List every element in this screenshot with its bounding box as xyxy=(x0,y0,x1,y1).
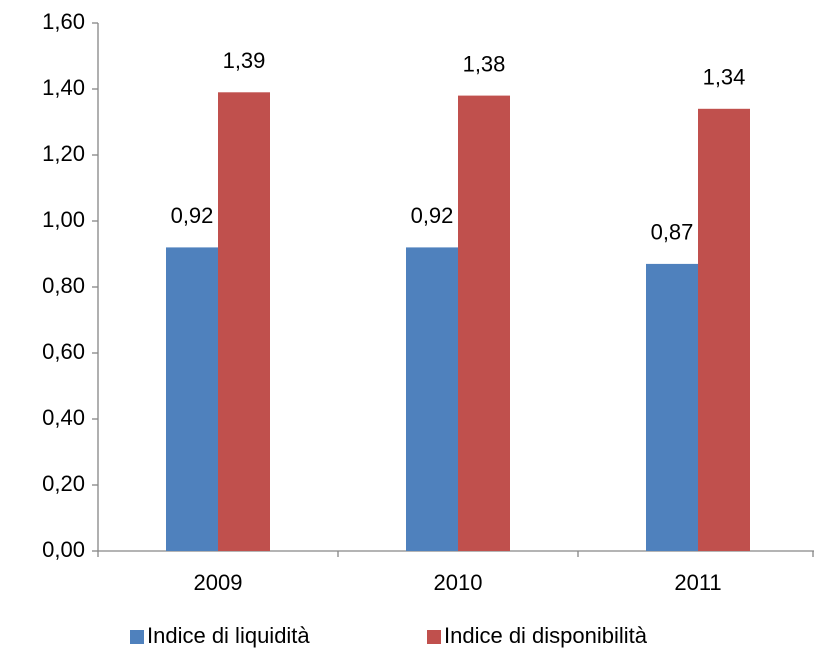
y-tick-label: 0,20 xyxy=(42,471,85,496)
legend-label: Indice di disponibilità xyxy=(444,623,648,648)
x-tick-label: 2011 xyxy=(674,570,721,595)
legend-label: Indice di liquidità xyxy=(147,623,310,648)
y-tick-label: 1,40 xyxy=(42,75,85,100)
value-label: 0,87 xyxy=(651,220,694,245)
y-tick-label: 0,00 xyxy=(42,537,85,562)
y-tick-label: 1,20 xyxy=(42,141,85,166)
legend-swatch xyxy=(130,630,144,644)
bar xyxy=(166,247,218,551)
x-tick-label: 2009 xyxy=(194,570,243,595)
bar xyxy=(698,108,750,552)
y-tick-label: 0,40 xyxy=(42,405,85,430)
value-label: 1,34 xyxy=(703,65,746,90)
y-tick-label: 1,00 xyxy=(42,207,85,232)
value-label: 0,92 xyxy=(171,203,214,228)
y-tick-label: 1,60 xyxy=(42,9,85,34)
x-tick-label: 2010 xyxy=(434,570,483,595)
value-label: 1,39 xyxy=(223,48,266,73)
y-tick-label: 0,60 xyxy=(42,339,85,364)
bar xyxy=(406,247,458,551)
bar xyxy=(218,92,270,552)
y-tick-label: 0,80 xyxy=(42,273,85,298)
legend-swatch xyxy=(427,630,441,644)
value-label: 0,92 xyxy=(411,203,454,228)
bar xyxy=(646,263,698,551)
value-label: 1,38 xyxy=(463,51,506,76)
bar xyxy=(458,95,510,551)
